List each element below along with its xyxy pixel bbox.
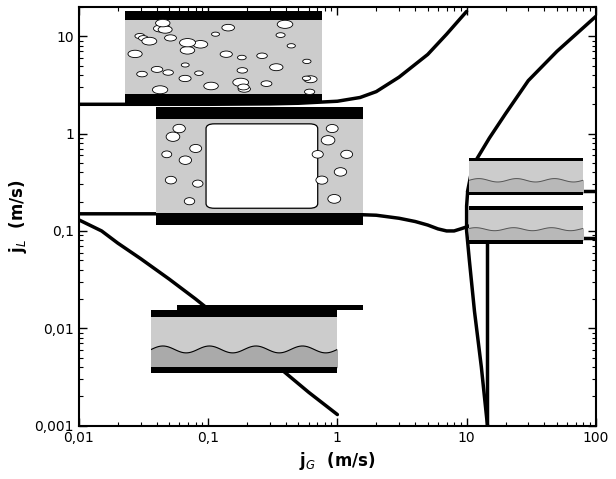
X-axis label: j$_G$  (m/s): j$_G$ (m/s) xyxy=(299,450,376,472)
Y-axis label: j$_{L}$  (m/s): j$_{L}$ (m/s) xyxy=(7,179,29,253)
Bar xyxy=(177,306,363,310)
